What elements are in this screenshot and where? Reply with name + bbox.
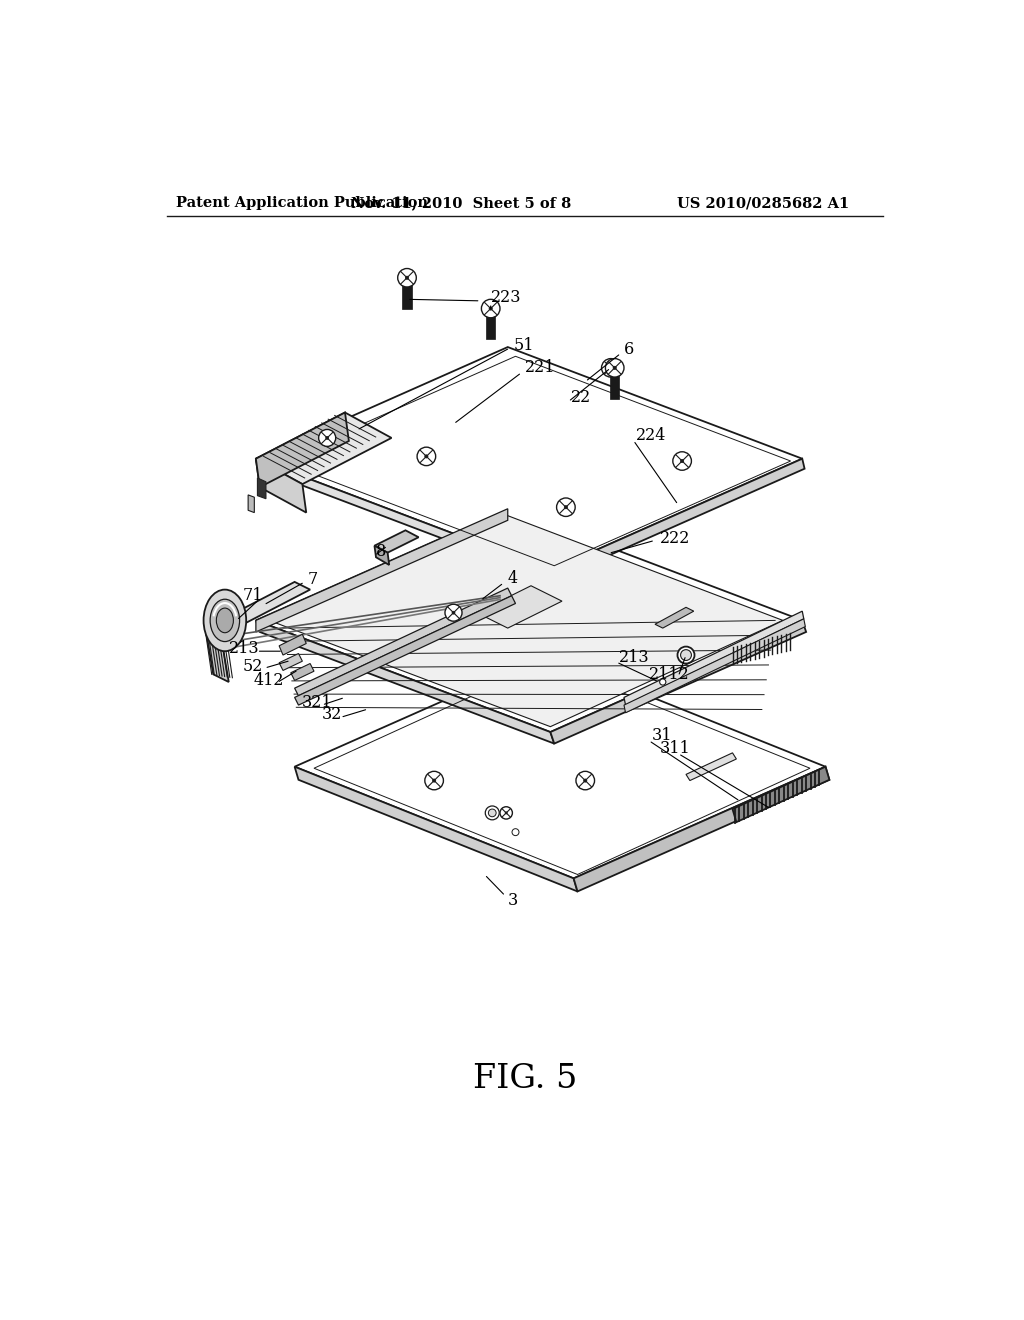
Ellipse shape xyxy=(678,647,694,664)
Text: 222: 222 xyxy=(659,529,690,546)
Polygon shape xyxy=(256,459,306,512)
Polygon shape xyxy=(486,309,496,339)
Text: 221: 221 xyxy=(524,359,555,376)
Text: Patent Application Publication: Patent Application Publication xyxy=(176,197,428,210)
Ellipse shape xyxy=(485,807,500,820)
Ellipse shape xyxy=(512,829,519,836)
Polygon shape xyxy=(291,664,314,681)
Polygon shape xyxy=(257,478,266,499)
Polygon shape xyxy=(550,620,806,743)
Ellipse shape xyxy=(564,506,567,508)
Ellipse shape xyxy=(406,276,409,280)
Polygon shape xyxy=(256,412,349,487)
Text: 213: 213 xyxy=(620,649,650,665)
Polygon shape xyxy=(206,582,310,636)
Polygon shape xyxy=(686,752,736,780)
Ellipse shape xyxy=(681,459,684,462)
Ellipse shape xyxy=(445,605,462,622)
Text: 71: 71 xyxy=(243,587,263,605)
Ellipse shape xyxy=(425,771,443,789)
Text: 412: 412 xyxy=(254,672,284,689)
Text: 31: 31 xyxy=(652,727,673,744)
Polygon shape xyxy=(375,531,419,553)
Text: 51: 51 xyxy=(514,337,535,354)
Polygon shape xyxy=(256,508,508,632)
Polygon shape xyxy=(295,655,825,878)
Ellipse shape xyxy=(505,812,507,814)
Ellipse shape xyxy=(601,359,621,378)
Text: Nov. 11, 2010  Sheet 5 of 8: Nov. 11, 2010 Sheet 5 of 8 xyxy=(351,197,571,210)
Polygon shape xyxy=(655,607,693,628)
Polygon shape xyxy=(550,459,805,581)
Ellipse shape xyxy=(659,678,666,685)
Ellipse shape xyxy=(425,455,428,458)
Ellipse shape xyxy=(397,268,417,286)
Polygon shape xyxy=(248,495,254,512)
Polygon shape xyxy=(280,635,306,655)
Polygon shape xyxy=(206,628,228,682)
Polygon shape xyxy=(375,545,389,565)
Ellipse shape xyxy=(500,807,512,818)
Ellipse shape xyxy=(613,366,616,370)
Text: 32: 32 xyxy=(322,706,342,723)
Text: 224: 224 xyxy=(636,428,667,444)
Ellipse shape xyxy=(452,611,455,614)
Polygon shape xyxy=(256,459,553,581)
Ellipse shape xyxy=(681,649,691,660)
Text: 321: 321 xyxy=(302,693,332,710)
Ellipse shape xyxy=(326,437,329,440)
Text: 7: 7 xyxy=(308,572,318,589)
Polygon shape xyxy=(402,277,412,309)
Text: 52: 52 xyxy=(243,659,263,675)
Ellipse shape xyxy=(210,599,240,642)
Polygon shape xyxy=(256,508,802,733)
Ellipse shape xyxy=(673,451,691,470)
Polygon shape xyxy=(624,619,805,713)
Text: 6: 6 xyxy=(624,341,634,358)
Text: FIG. 5: FIG. 5 xyxy=(473,1063,577,1094)
Ellipse shape xyxy=(204,590,246,651)
Ellipse shape xyxy=(318,429,336,446)
Text: 22: 22 xyxy=(571,388,592,405)
Polygon shape xyxy=(256,620,554,743)
Text: 4: 4 xyxy=(508,569,518,586)
Ellipse shape xyxy=(481,300,500,318)
Text: 3: 3 xyxy=(508,892,518,909)
Ellipse shape xyxy=(489,308,493,310)
Polygon shape xyxy=(295,767,578,891)
Polygon shape xyxy=(275,516,783,726)
Polygon shape xyxy=(610,368,620,399)
Ellipse shape xyxy=(482,304,500,313)
Polygon shape xyxy=(573,767,829,891)
Text: 213: 213 xyxy=(228,640,259,656)
Ellipse shape xyxy=(398,273,416,282)
Text: 8: 8 xyxy=(376,543,386,560)
Ellipse shape xyxy=(584,779,587,783)
Ellipse shape xyxy=(606,363,624,372)
Polygon shape xyxy=(295,595,515,705)
Ellipse shape xyxy=(609,366,612,370)
Ellipse shape xyxy=(488,809,496,817)
Ellipse shape xyxy=(417,447,435,466)
Text: 2112: 2112 xyxy=(649,665,689,682)
Text: US 2010/0285682 A1: US 2010/0285682 A1 xyxy=(677,197,850,210)
Polygon shape xyxy=(280,653,302,671)
Polygon shape xyxy=(295,589,512,696)
Ellipse shape xyxy=(432,779,436,783)
Polygon shape xyxy=(624,611,804,705)
Polygon shape xyxy=(256,347,802,570)
Ellipse shape xyxy=(557,498,575,516)
Polygon shape xyxy=(256,412,391,484)
Ellipse shape xyxy=(605,359,624,378)
Polygon shape xyxy=(732,767,829,822)
Text: 223: 223 xyxy=(490,289,521,305)
Text: 311: 311 xyxy=(659,739,690,756)
Ellipse shape xyxy=(216,609,233,632)
Ellipse shape xyxy=(575,771,595,789)
Polygon shape xyxy=(477,586,562,628)
